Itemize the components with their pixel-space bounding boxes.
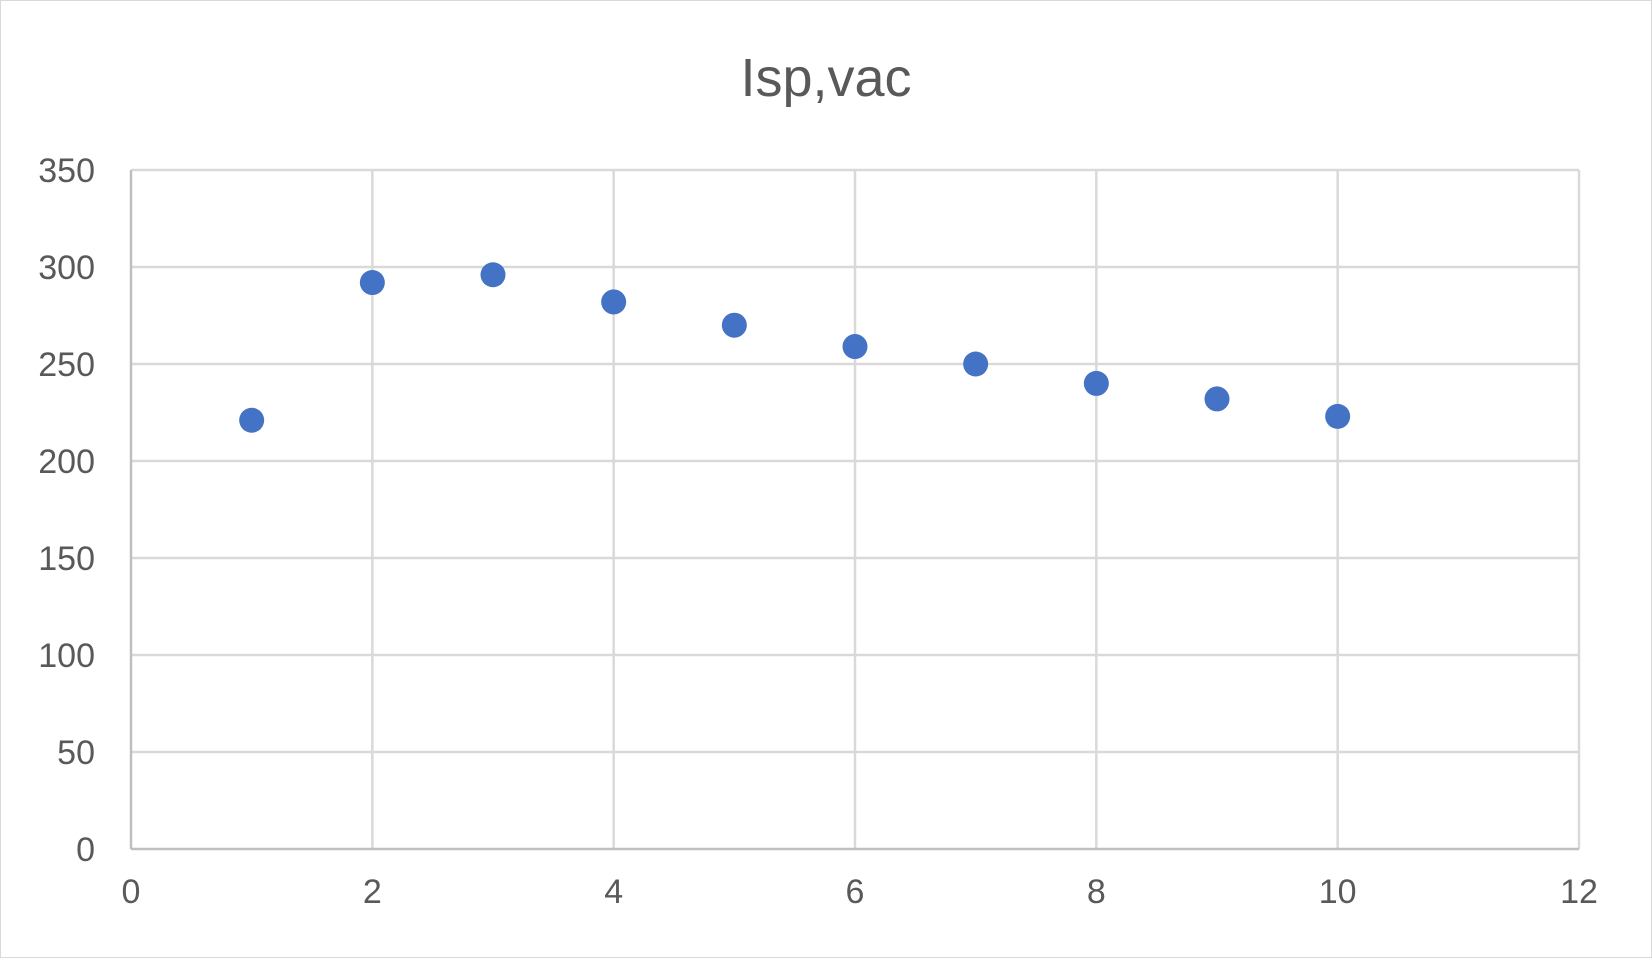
y-tick-label: 0 [76,831,95,869]
chart-title: Isp,vac [740,48,911,108]
data-point [1325,403,1351,429]
y-tick-label: 150 [38,540,95,578]
x-tick-label: 4 [604,873,623,911]
gridlines [131,168,1581,849]
data-points [239,262,1351,433]
data-point [1204,386,1230,412]
data-point [239,407,265,433]
data-point [601,289,627,315]
data-point [480,262,506,288]
y-axis-tick-labels: 0 50 100 150 200 250 300 350 [38,152,95,869]
data-point [963,351,989,377]
x-tick-label: 8 [1087,873,1106,911]
x-tick-label: 12 [1560,873,1598,911]
data-point [842,334,868,360]
y-tick-label: 50 [57,734,95,772]
y-tick-label: 250 [38,346,95,384]
y-tick-label: 200 [38,443,95,481]
data-point [721,312,747,338]
data-point [1083,370,1109,396]
y-tick-label: 100 [38,637,95,675]
data-point [359,270,385,296]
y-tick-label: 350 [38,152,95,190]
x-tick-label: 10 [1319,873,1357,911]
x-tick-label: 0 [122,873,141,911]
axes [129,170,1579,851]
x-tick-label: 2 [363,873,382,911]
x-tick-label: 6 [846,873,865,911]
x-axis-tick-labels: 0 2 4 6 8 10 12 [122,873,1598,911]
y-tick-label: 300 [38,249,95,287]
